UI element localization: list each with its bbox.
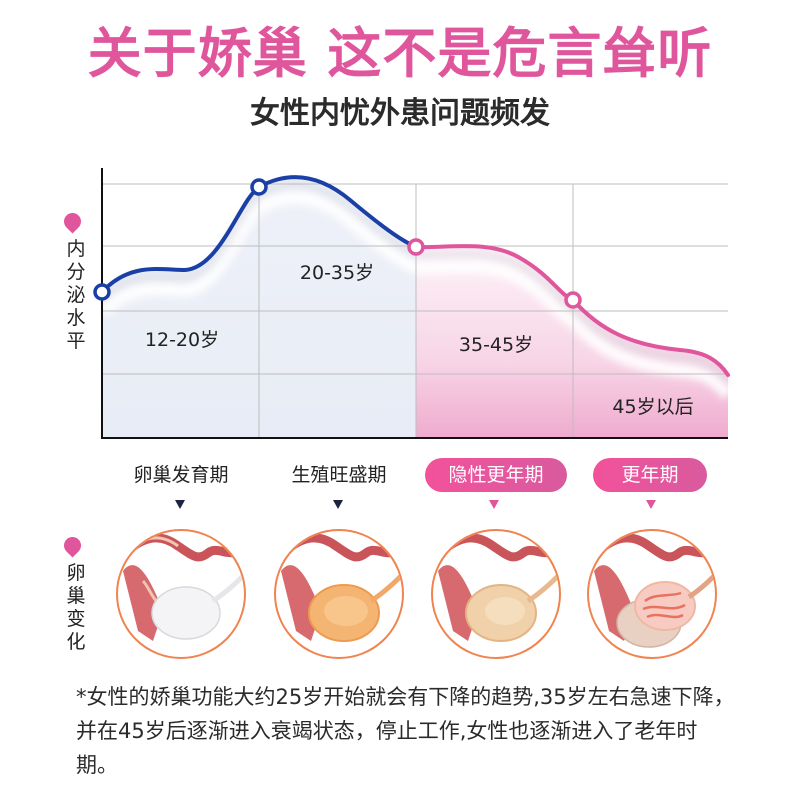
chart-grid: [102, 183, 728, 438]
stage-label-reproductive-peak: 生殖旺盛期: [291, 464, 387, 486]
page-subtitle: 女性内忧外患问题频发: [250, 96, 550, 131]
marker-20: [250, 178, 268, 196]
ovary-illustration-developing: [116, 529, 246, 659]
marker-45: [564, 291, 582, 309]
footnote-text: *女性的娇巢功能大约25岁开始就会有下降的趋势,35岁左右急速下降，并在45岁后…: [76, 685, 735, 777]
marker-12: [93, 283, 111, 301]
region-label-35-45: 35-45岁: [459, 334, 533, 356]
region-label-12-20: 12-20岁: [145, 329, 219, 351]
ovary-change-label: 卵巢变化: [66, 562, 86, 653]
marker-35: [407, 238, 425, 256]
endocrine-chart: 12-20岁 20-35岁 35-45岁 45岁以后: [93, 168, 734, 439]
ovary-illustration-hidden-menopause: [431, 529, 561, 659]
ovary-illustration-menopause: [587, 529, 717, 659]
arrow-down-icon: [489, 500, 499, 509]
stage-label-ovary-development: 卵巢发育期: [133, 464, 229, 486]
ovary-illustration-peak: [274, 529, 404, 659]
arrow-down-icon: [646, 500, 656, 509]
region-label-45-plus: 45岁以后: [612, 396, 693, 418]
page-title: 关于娇巢 这不是危言耸听: [87, 22, 713, 85]
stage-label-hidden-menopause: 隐性更年期: [425, 458, 567, 492]
arrow-down-icon: [333, 500, 343, 509]
region-label-20-35: 20-35岁: [300, 262, 374, 284]
arrow-down-icon: [175, 500, 185, 509]
y-axis-label: 内分泌水平: [66, 238, 86, 352]
drop-icon: [60, 533, 85, 558]
stage-label-menopause: 更年期: [593, 458, 707, 492]
chart-axes: [101, 168, 728, 439]
